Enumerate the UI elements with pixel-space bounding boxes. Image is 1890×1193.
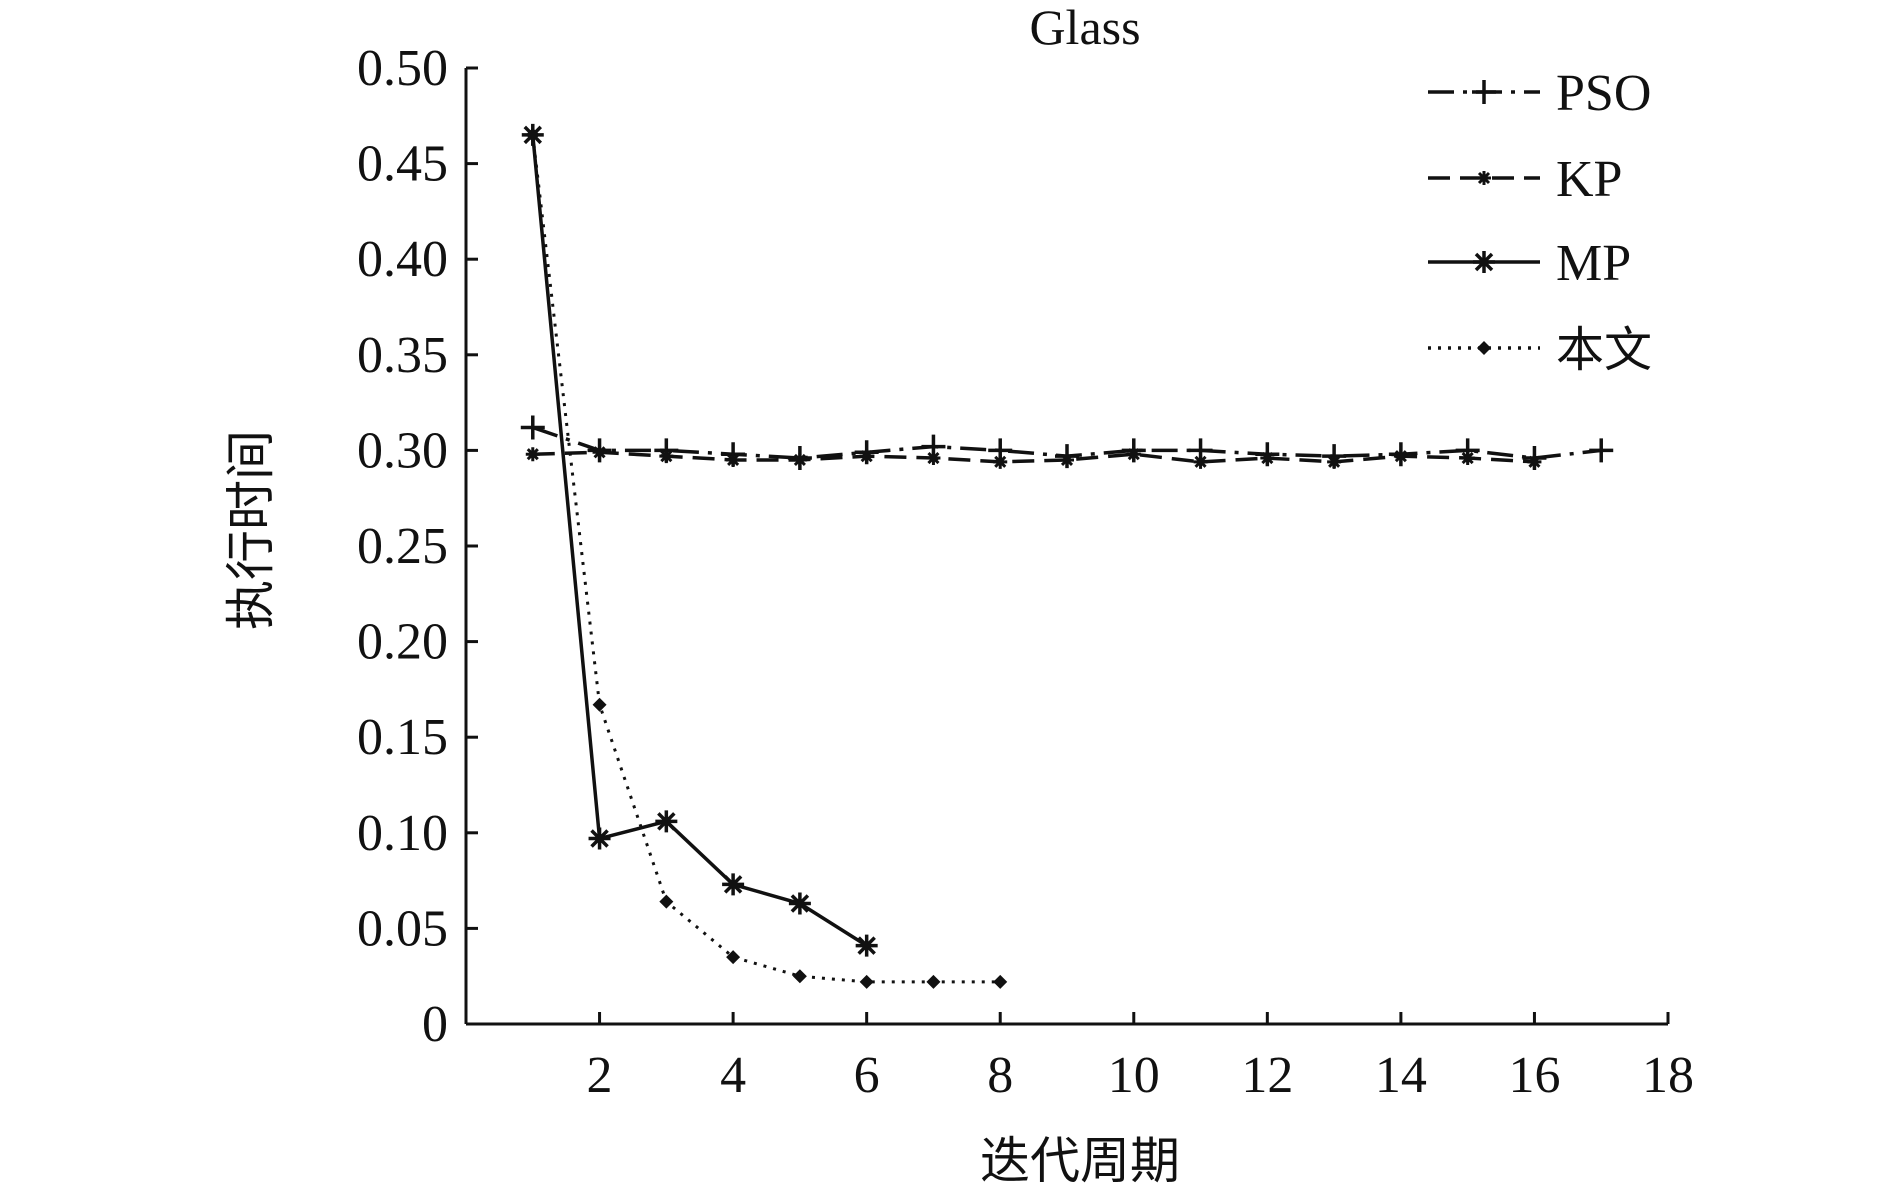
series-kp-point	[1527, 454, 1542, 469]
legend-marker	[1472, 80, 1496, 104]
y-tick-label: 0.10	[357, 805, 448, 862]
y-ticks: 0 0.05 0.10 0.15 0.20 0.25 0.30 0.35 0.40 0.45 0.5…	[357, 40, 478, 1053]
legend-label: PSO	[1556, 65, 1651, 122]
x-ticks: 2 4 6 8 10 12 14 16 18	[587, 1012, 1694, 1104]
legend-item: 本文	[1428, 322, 1652, 378]
y-axis-label: 执行时间	[222, 430, 280, 630]
legend-marker	[1477, 171, 1491, 185]
x-tick-label: 14	[1375, 1047, 1427, 1104]
legend: PSO KP MP 本文	[1428, 65, 1652, 378]
series-mp-point	[855, 934, 878, 957]
series-kp-line	[532, 450, 1535, 464]
x-tick-label: 16	[1508, 1047, 1560, 1104]
legend-label: MP	[1556, 235, 1631, 292]
y-tick-label: 0.05	[357, 900, 448, 957]
series-mp-line	[531, 134, 868, 948]
legend-label: KP	[1556, 151, 1622, 208]
axes	[464, 68, 1668, 1026]
series-本文-point	[659, 894, 674, 909]
series-mp-point	[788, 892, 811, 915]
series-layer	[520, 123, 1614, 989]
series-kp-point	[792, 452, 807, 467]
series-pso-point	[1589, 438, 1614, 463]
y-tick-label: 0.20	[357, 614, 448, 671]
series-mp-point	[655, 810, 678, 833]
series-本文-point	[792, 969, 807, 984]
legend-item: KP	[1428, 151, 1622, 208]
series-本文-point	[525, 127, 540, 142]
series-kp-point	[1327, 454, 1342, 469]
y-tick-label: 0.45	[357, 136, 448, 193]
series-本文-point	[592, 697, 607, 712]
x-tick-label: 12	[1241, 1047, 1293, 1104]
series-kp-point	[993, 454, 1008, 469]
legend-label: 本文	[1556, 322, 1652, 378]
x-tick-label: 8	[987, 1047, 1013, 1104]
series-kp-point	[1193, 454, 1208, 469]
legend-item: PSO	[1428, 65, 1651, 122]
y-tick-label: 0.50	[357, 40, 448, 97]
legend-item: MP	[1428, 235, 1631, 292]
series-kp-point	[1060, 452, 1074, 467]
chart-title: Glass	[1029, 0, 1140, 55]
series-kp	[525, 445, 1542, 469]
series-kp-point	[659, 449, 674, 464]
series-本文-point	[926, 974, 941, 989]
y-tick-label: 0	[422, 996, 448, 1053]
legend-marker	[1477, 341, 1491, 355]
series-本文-point	[859, 974, 874, 989]
series-kp-point	[926, 451, 941, 466]
x-tick-label: 10	[1108, 1047, 1160, 1104]
y-tick-label: 0.30	[357, 422, 448, 479]
series-pso-point	[520, 415, 545, 440]
series-mp-point	[588, 827, 611, 850]
series-本文-point	[993, 974, 1008, 989]
series-kp-point	[726, 452, 741, 467]
y-tick-label: 0.35	[357, 327, 448, 384]
series-本文-point	[726, 950, 741, 965]
series-kp-point	[1260, 451, 1275, 466]
x-tick-label: 6	[854, 1047, 880, 1104]
x-tick-label: 4	[720, 1047, 746, 1104]
series-本文	[525, 127, 1008, 989]
series-kp-point	[1393, 449, 1408, 464]
series-mp-point	[722, 873, 745, 896]
legend-marker	[1473, 251, 1495, 273]
x-tick-label: 2	[587, 1047, 613, 1104]
series-kp-point	[1126, 447, 1141, 462]
y-tick-label: 0.25	[357, 518, 448, 575]
y-tick-label: 0.40	[357, 231, 448, 288]
series-kp-point	[592, 445, 607, 460]
series-本文-line	[531, 134, 1001, 984]
series-kp-point	[1460, 451, 1475, 466]
x-tick-label: 18	[1642, 1047, 1694, 1104]
y-tick-label: 0.15	[357, 709, 448, 766]
series-kp-point	[525, 447, 540, 462]
x-axis-label: 迭代周期	[980, 1132, 1180, 1190]
series-kp-point	[859, 449, 874, 464]
series-mp	[521, 123, 878, 957]
